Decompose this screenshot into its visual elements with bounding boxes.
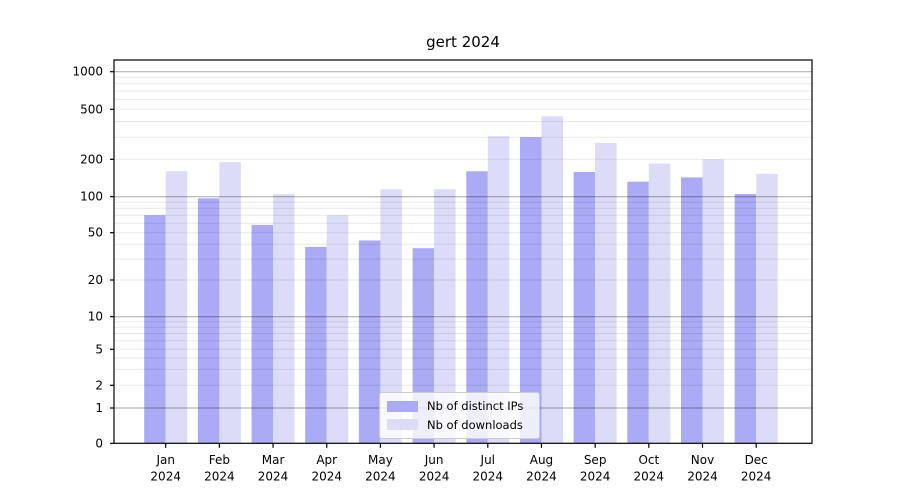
- legend-swatch-downloads-icon: [387, 419, 418, 431]
- y-tick-label: 1000: [72, 65, 103, 79]
- y-tick-label: 500: [80, 102, 103, 116]
- x-tick-label: Jun 2024: [419, 453, 450, 484]
- bar-distinct-ips-oct-2024: [627, 181, 649, 444]
- bar-distinct-ips-feb-2024: [197, 198, 220, 444]
- x-tick-label: Dec 2024: [741, 453, 772, 484]
- bar-downloads-oct-2024: [648, 163, 671, 444]
- legend-label-distinct-ips: Nb of distinct IPs: [427, 399, 524, 414]
- y-tick-label: 200: [80, 152, 103, 166]
- bar-distinct-ips-nov-2024: [681, 177, 703, 444]
- bar-downloads-jun-2024: [434, 189, 456, 444]
- bar-downloads-dec-2024: [756, 173, 778, 444]
- y-tick-label: 50: [88, 226, 103, 240]
- x-tick-label: May 2024: [365, 453, 396, 484]
- bar-distinct-ips-aug-2024: [520, 137, 542, 444]
- bar-distinct-ips-apr-2024: [305, 246, 327, 444]
- x-tick-label: Aug 2024: [526, 453, 557, 484]
- bar-downloads-sep-2024: [595, 142, 617, 444]
- y-tick-label: 0: [95, 436, 103, 450]
- legend-item-downloads: Nb of downloads: [387, 418, 532, 432]
- plot-frame: [113, 59, 813, 444]
- x-tick-label: Nov 2024: [687, 453, 718, 484]
- chart-title: gert 2024: [426, 33, 500, 51]
- bar-distinct-ips-jul-2024: [466, 171, 488, 444]
- x-tick-label: Apr 2024: [311, 453, 342, 484]
- bar-downloads-aug-2024: [541, 116, 563, 444]
- bar-distinct-ips-mar-2024: [251, 225, 274, 444]
- bar-downloads-nov-2024: [702, 159, 724, 444]
- x-tick-label: Mar 2024: [258, 453, 289, 484]
- bar-distinct-ips-sep-2024: [573, 172, 596, 444]
- y-tick-label: 20: [88, 273, 103, 287]
- x-tick-label: Feb 2024: [204, 453, 235, 484]
- x-tick-label: Sep 2024: [580, 453, 611, 484]
- bar-downloads-jan-2024: [165, 171, 188, 444]
- bar-distinct-ips-may-2024: [358, 240, 381, 444]
- y-tick-label: 10: [88, 310, 103, 324]
- legend-item-distinct-ips: Nb of distinct IPs: [387, 399, 532, 413]
- bar-distinct-ips-dec-2024: [734, 194, 757, 444]
- x-tick-label: Jul 2024: [473, 453, 504, 484]
- bar-downloads-apr-2024: [326, 215, 349, 444]
- legend-label-downloads: Nb of downloads: [427, 417, 523, 432]
- bar-downloads-may-2024: [380, 189, 402, 444]
- legend: Nb of distinct IPs Nb of downloads: [379, 392, 540, 439]
- y-tick-label: 100: [80, 190, 103, 204]
- x-tick-label: Oct 2024: [634, 453, 665, 484]
- bar-downloads-jul-2024: [487, 136, 510, 444]
- y-tick-label: 2: [95, 378, 103, 392]
- legend-swatch-distinct-ips-icon: [387, 400, 418, 412]
- y-tick-label: 5: [95, 342, 103, 356]
- bar-downloads-feb-2024: [219, 162, 241, 444]
- bar-distinct-ips-jan-2024: [144, 215, 166, 444]
- bar-downloads-mar-2024: [273, 194, 295, 444]
- x-tick-label: Jan 2024: [150, 453, 181, 484]
- y-tick-label: 1: [95, 401, 103, 415]
